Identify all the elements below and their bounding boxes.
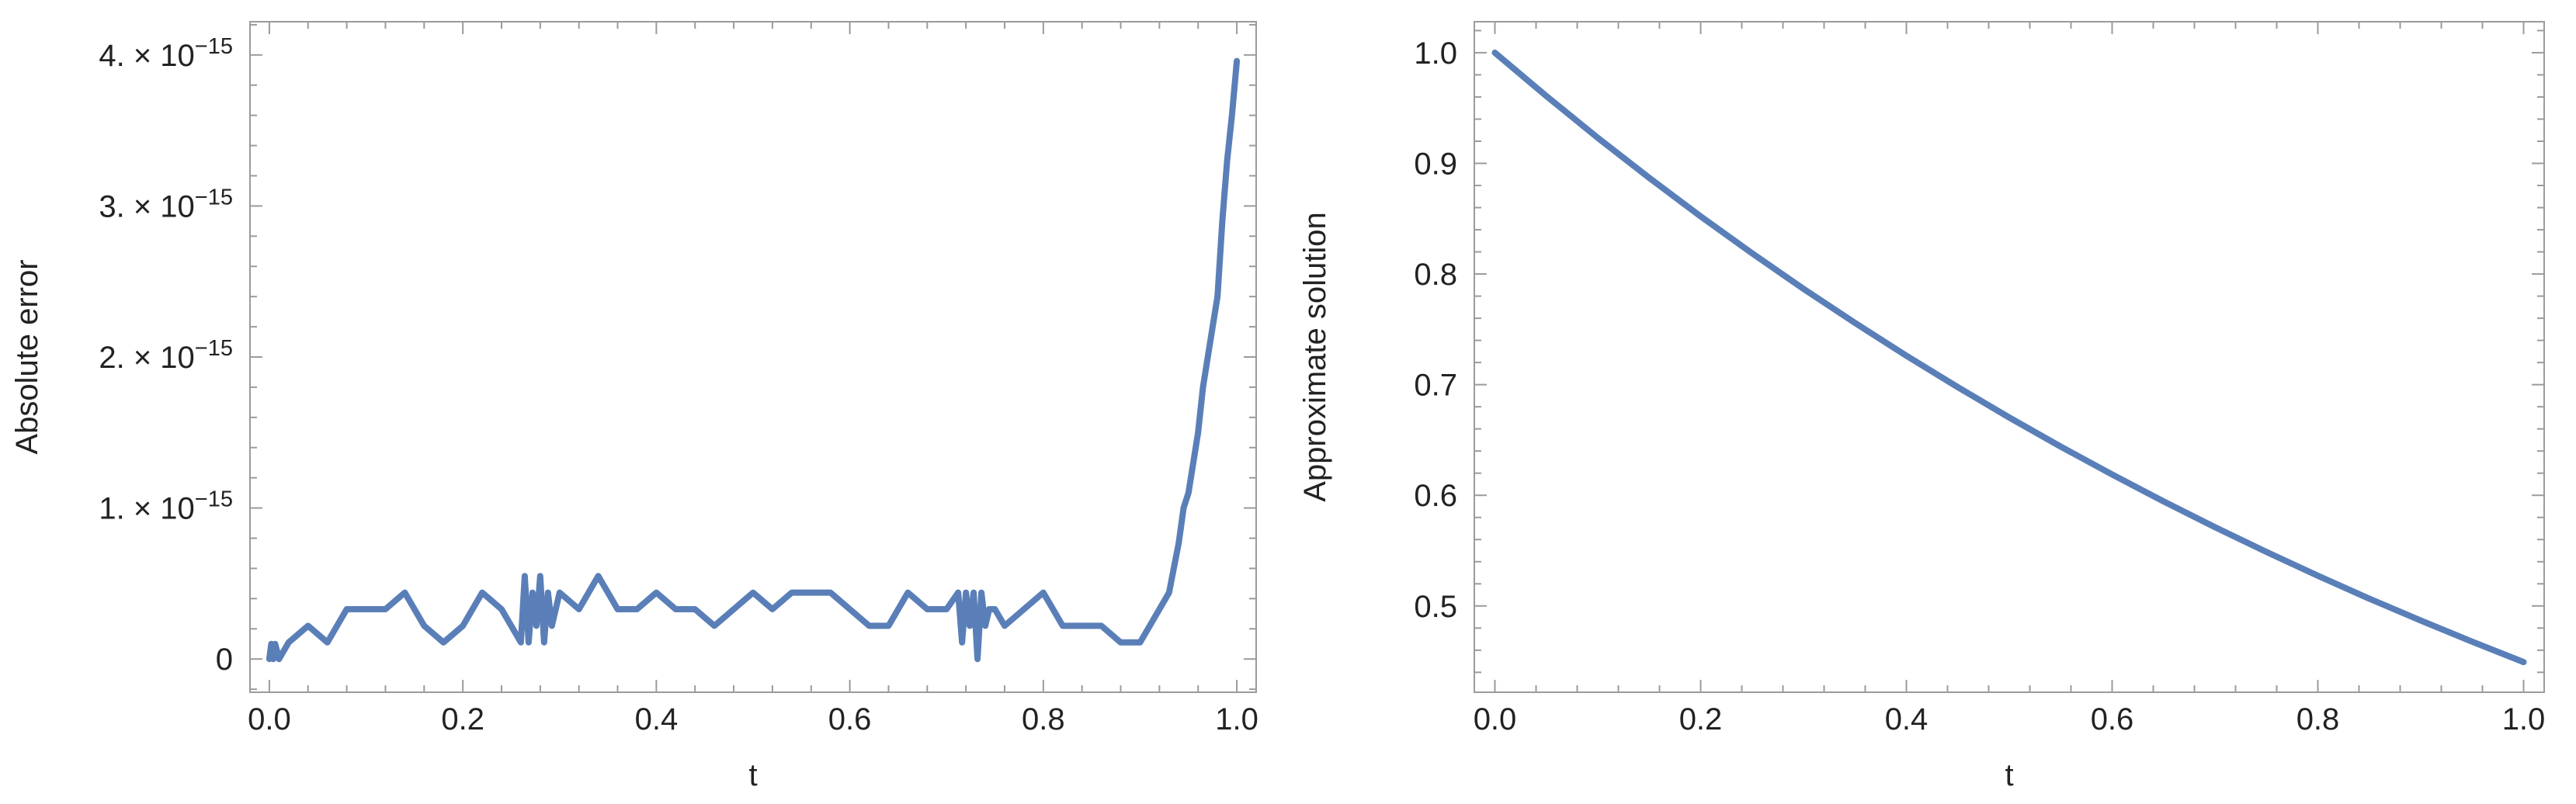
y-tick-label: 0.8 xyxy=(1414,258,1457,292)
y-tick-mantissa: 2. × 10 xyxy=(99,341,194,375)
absolute-error-chart: 0.0 0.2 0.4 0.6 0.8 1.0 0 1. × 10−15 2. × 10−15 3… xyxy=(10,21,1258,792)
absolute-error-plot: 0.0 0.2 0.4 0.6 0.8 1.001. × 10−152. × 10−153… xyxy=(10,21,1258,792)
approximate-solution-chart: 0.0 0.2 0.4 0.6 0.8 1.0 0.5 0.6 0.7 0.8 0.9 1.0 t App… xyxy=(1288,0,2576,804)
x-tick-label: 0.8 xyxy=(1022,702,1065,736)
y-axis-label: Approximate solution xyxy=(1298,212,1332,502)
y-tick-mantissa: 1.0 xyxy=(1414,36,1457,71)
x-tick-label: 0.6 xyxy=(828,702,872,736)
x-tick-label: 0.4 xyxy=(635,702,679,736)
series-line xyxy=(1491,49,2527,666)
y-tick-mantissa: 0.5 xyxy=(1414,590,1457,624)
y-tick-exponent: −15 xyxy=(195,34,233,59)
x-tick-label: 1.0 xyxy=(1215,702,1258,736)
y-tick-exponent: −15 xyxy=(195,185,233,210)
y-tick-label: 0.9 xyxy=(1414,147,1457,181)
x-axis-label: t xyxy=(2005,758,2013,792)
y-tick-mantissa: 0.7 xyxy=(1414,369,1457,403)
y-tick-mantissa: 0.8 xyxy=(1414,258,1457,292)
y-tick-label: 0.5 xyxy=(1414,590,1457,624)
y-tick-label: 1.0 xyxy=(1414,36,1457,71)
y-tick-exponent: −15 xyxy=(195,336,233,361)
x-tick-label: 0.6 xyxy=(2091,702,2134,736)
x-tick-label: 0.0 xyxy=(1474,702,1517,736)
y-tick-mantissa: 4. × 10 xyxy=(99,39,194,73)
x-tick-label: 0.0 xyxy=(248,702,291,736)
y-tick-label: 0.7 xyxy=(1414,369,1457,403)
x-tick-label: 0.4 xyxy=(1885,702,1929,736)
approximate-solution-plot: 0.0 0.2 0.4 0.6 0.8 1.0 0.5 0.6 0.7 0.8 0.9 1.0 t App… xyxy=(1298,21,2546,792)
y-tick-mantissa: 0.9 xyxy=(1414,147,1457,181)
y-tick-exponent: −15 xyxy=(195,487,233,512)
y-tick-label: 2. × 10−15 xyxy=(99,336,233,375)
x-axis-label: t xyxy=(748,758,757,792)
y-tick-mantissa: 0 xyxy=(216,643,233,677)
y-tick-label: 0 xyxy=(216,643,233,677)
series-line xyxy=(266,57,1241,663)
y-axis-label: Absolute error xyxy=(10,259,44,454)
y-tick-mantissa: 1. × 10 xyxy=(99,492,194,526)
y-tick-label: 4. × 10−15 xyxy=(99,34,233,73)
y-tick-mantissa: 0.6 xyxy=(1414,479,1457,513)
y-tick-label: 3. × 10−15 xyxy=(99,185,233,224)
plot-frame xyxy=(1474,21,2545,693)
y-tick-label: 0.6 xyxy=(1414,479,1457,513)
y-tick-mantissa: 3. × 10 xyxy=(99,189,194,224)
y-tick-label: 1. × 10−15 xyxy=(99,487,233,526)
x-tick-label: 1.0 xyxy=(2502,702,2546,736)
x-tick-label: 0.2 xyxy=(441,702,484,736)
x-tick-label: 0.2 xyxy=(1679,702,1723,736)
x-tick-label: 0.8 xyxy=(2297,702,2340,736)
